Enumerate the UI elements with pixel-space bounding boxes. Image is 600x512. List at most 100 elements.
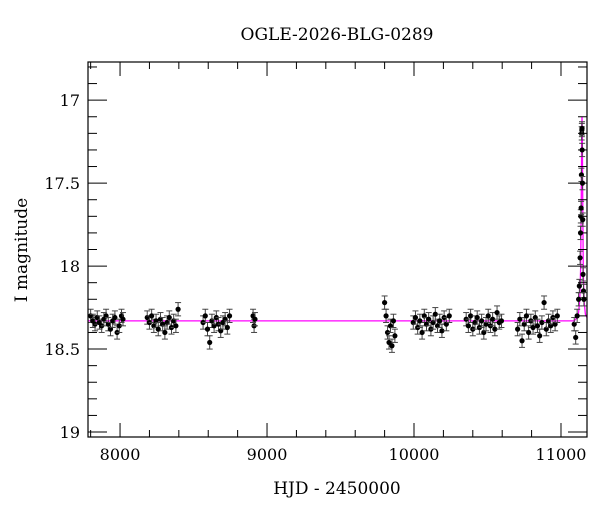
y-tick-label: 17.5 [44,174,80,193]
data-marker [224,324,230,331]
data-point [523,308,530,324]
data-point [111,310,118,325]
y-tick-label: 19 [60,423,80,442]
data-point [474,310,481,325]
data-marker [226,313,233,319]
data-marker [204,326,211,332]
data-marker [439,328,445,334]
data-marker [479,318,485,324]
data-marker [382,299,388,306]
data-point [119,312,126,327]
data-point [579,212,586,227]
data-point [574,308,581,324]
data-marker [474,314,480,321]
data-marker [412,314,419,321]
data-marker [574,313,580,319]
data-marker [162,329,168,336]
data-point [204,322,211,337]
data-point [390,313,397,328]
data-point [554,308,561,324]
data-point [166,310,173,325]
x-tick-label: 9000 [247,445,288,464]
data-marker [498,318,505,324]
data-point [543,322,550,337]
data-point [388,338,395,353]
data-marker [175,306,181,312]
data-marker [554,313,560,319]
data-marker [419,329,425,336]
data-point [446,308,453,324]
data-point [478,313,485,328]
data-marker [526,329,532,336]
x-tick-label: 11000 [536,445,587,464]
data-point [425,312,432,327]
data-point [571,317,578,332]
data-marker [573,334,579,341]
data-point [516,312,523,327]
data-marker [537,333,543,339]
data-point [161,325,168,340]
data-point [219,315,226,330]
data-marker [390,318,397,324]
data-marker [392,333,398,339]
data-marker [166,314,172,321]
data-marker [155,326,161,332]
data-marker [580,271,586,277]
data-marker [207,339,213,346]
data-marker [465,323,471,329]
data-marker [417,318,423,324]
data-marker [578,205,584,211]
data-marker [467,313,474,319]
data-point [224,320,231,335]
data-marker [386,339,392,346]
data-marker [490,316,496,322]
data-point [251,312,258,327]
data-point [116,318,123,333]
data-point [572,330,579,345]
plot-frame [87,61,588,438]
data-point [381,295,388,310]
data-point [578,167,585,182]
data-point [438,323,445,338]
data-marker [494,309,500,316]
data-point [541,295,548,310]
data-point [391,328,398,343]
data-marker [112,314,118,321]
data-marker [577,255,583,261]
data-point [519,333,526,348]
data-marker [541,299,547,306]
y-tick-label: 18 [60,257,80,276]
data-marker [579,125,585,131]
data-marker [116,323,122,329]
data-point [534,318,541,333]
data-point [386,335,393,350]
data-marker [534,323,541,329]
data-point [226,308,233,324]
data-point [498,313,505,328]
data-point [580,267,587,282]
data-marker [517,316,523,322]
data-point [206,335,213,350]
data-marker [173,323,179,329]
data-marker [519,338,525,344]
data-marker [530,324,536,331]
data-point [202,308,209,324]
data-marker [389,343,395,349]
data-marker [539,319,545,326]
x-axis-label: HJD - 2450000 [273,479,401,499]
y-axis-label: I magnitude [12,198,32,302]
data-point [521,317,528,332]
data-marker [485,313,491,319]
data-marker [492,326,498,332]
x-tick-label: 8000 [100,445,141,464]
y-tick-label: 17 [60,91,80,110]
data-point [175,302,182,317]
data-point [489,312,496,327]
data-marker [383,313,389,319]
model-curve [88,116,588,322]
data-point [155,322,162,337]
data-marker [149,313,155,319]
data-marker [523,313,530,319]
data-marker [252,316,258,322]
